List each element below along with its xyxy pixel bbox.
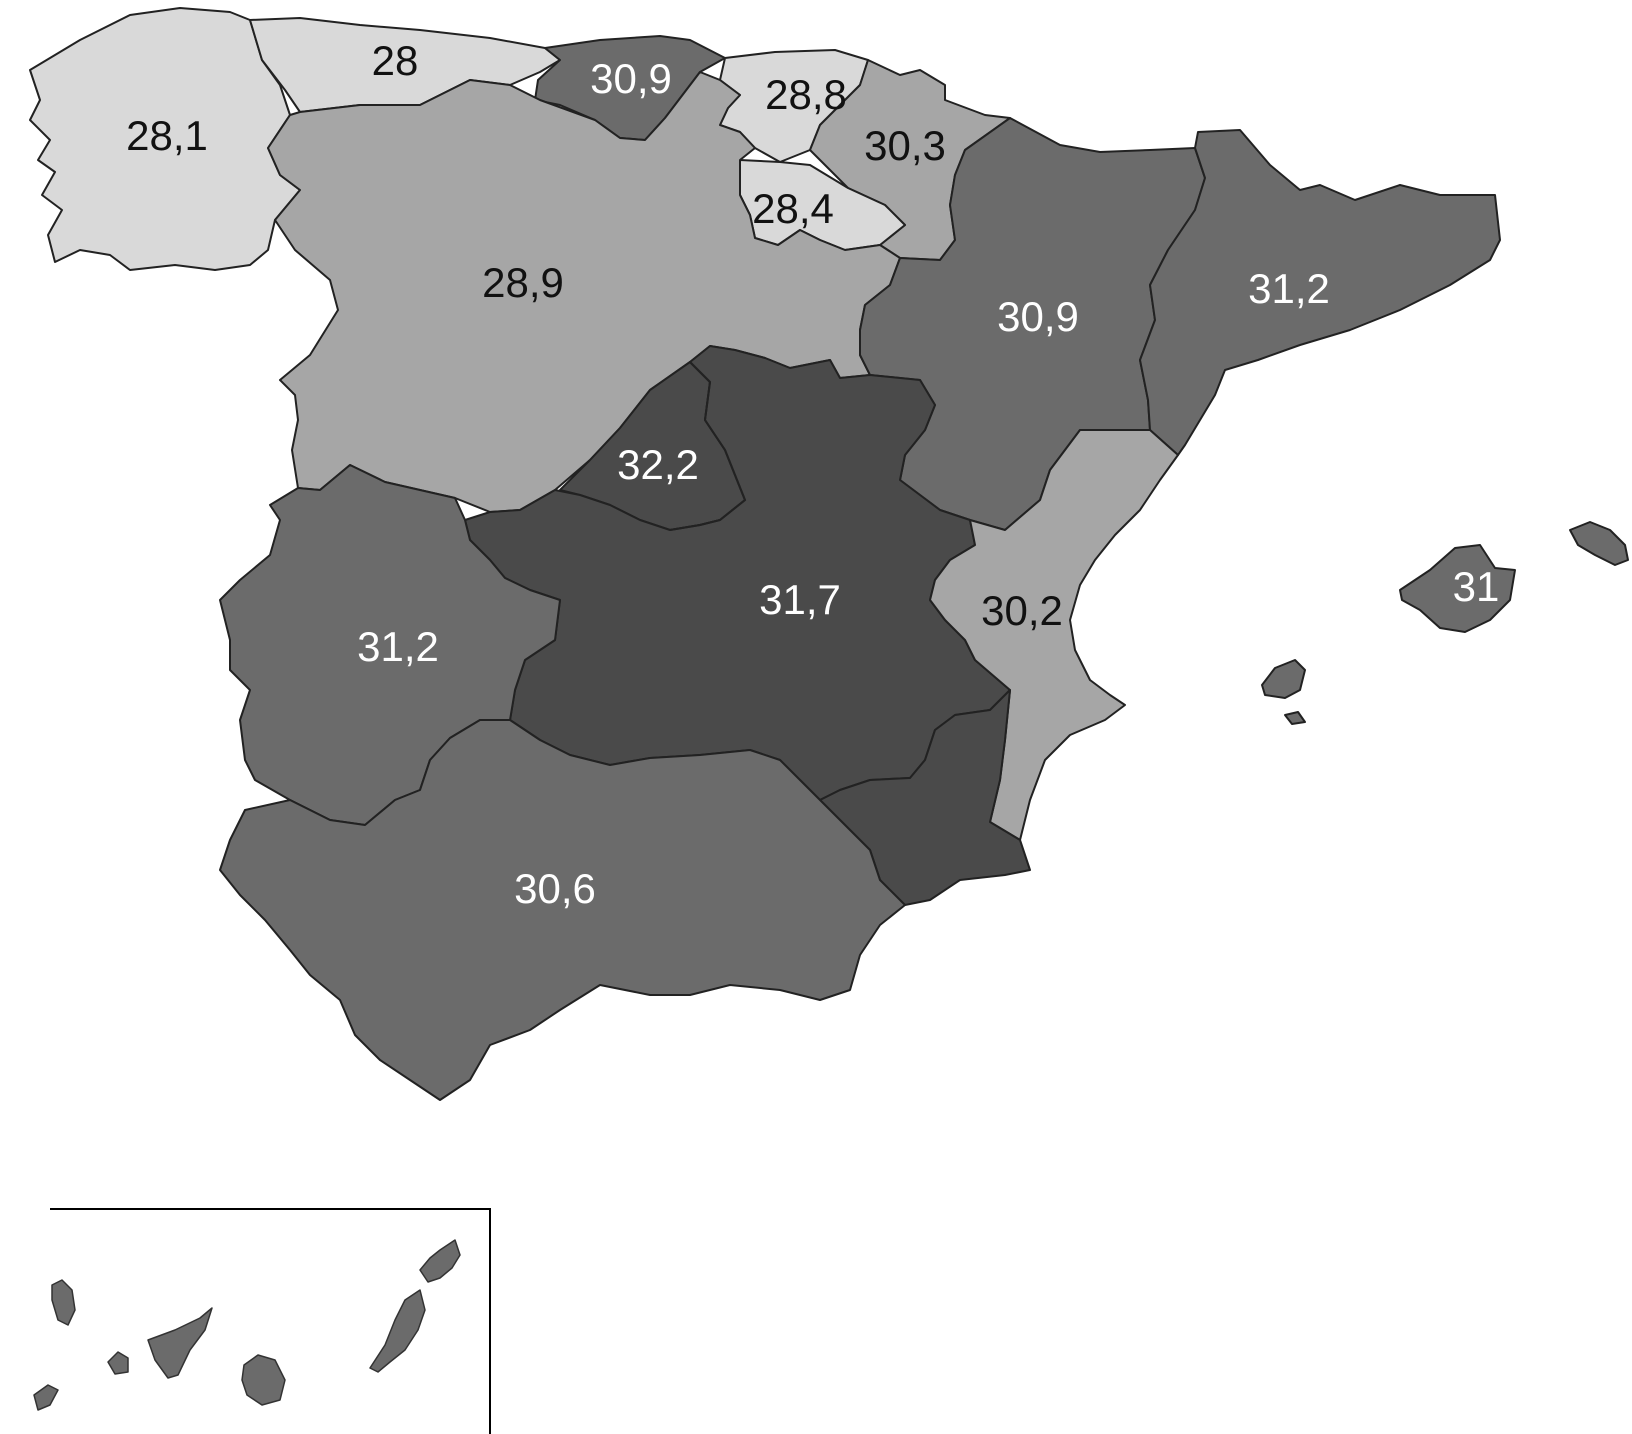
region-valencia — [929, 429, 1179, 841]
label-castilla-leon: 28,9 — [482, 259, 564, 306]
label-extremadura: 31,2 — [357, 623, 439, 670]
region-asturias — [249, 17, 561, 113]
label-aragon: 30,9 — [997, 293, 1079, 340]
region-murcia — [819, 689, 1031, 906]
region-cataluna — [1139, 129, 1501, 456]
label-galicia: 28,1 — [126, 112, 208, 159]
label-baleares: 31 — [1453, 563, 1500, 610]
label-pais-vasco: 28,8 — [765, 71, 847, 118]
madrid-border — [669, 361, 747, 531]
label-madrid: 32,2 — [617, 441, 699, 488]
label-navarra: 30,3 — [864, 122, 946, 169]
canary-inset-frame — [50, 1208, 491, 1434]
region-andalucia — [219, 719, 906, 1101]
label-asturias: 28 — [372, 37, 419, 84]
label-valencia: 30,2 — [981, 587, 1063, 634]
canary-island-gran-canaria — [241, 1354, 286, 1406]
ibiza-island — [1261, 659, 1306, 699]
menorca-island — [1569, 521, 1629, 566]
canary-island-tenerife — [147, 1307, 213, 1379]
formentera-island — [1284, 711, 1306, 725]
label-castilla-la-mancha: 31,7 — [759, 576, 841, 623]
region-baleares — [1399, 544, 1516, 633]
canary-island-lanzarote — [419, 1239, 461, 1283]
label-cantabria: 30,9 — [590, 55, 672, 102]
canary-island-la-palma — [51, 1279, 76, 1326]
label-la-rioja: 28,4 — [752, 185, 834, 232]
canary-island-el-hierro — [33, 1384, 59, 1411]
region-galicia — [29, 7, 301, 271]
canary-island-la-gomera — [107, 1351, 129, 1375]
canary-island-fuerteventura — [369, 1289, 426, 1373]
label-andalucia: 30,6 — [514, 865, 596, 912]
label-cataluna: 31,2 — [1248, 265, 1330, 312]
